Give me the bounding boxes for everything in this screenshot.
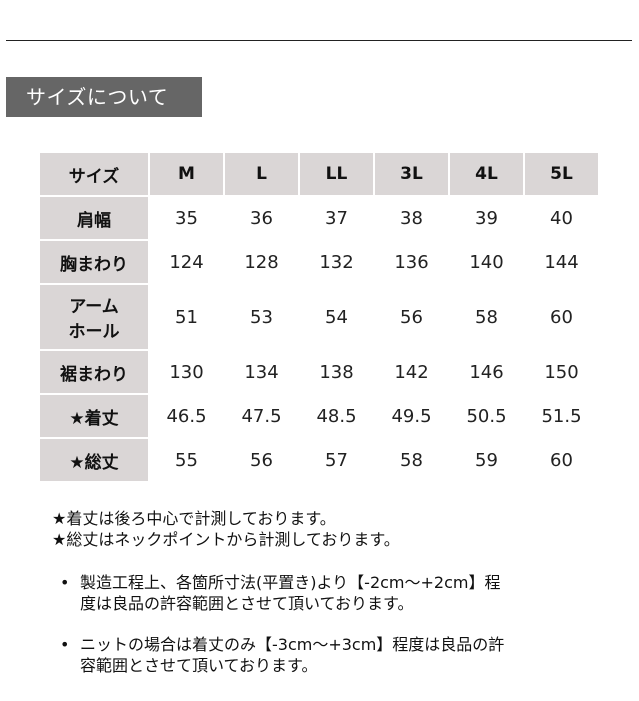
table-row: 裾まわり 130 134 138 142 146 150 bbox=[40, 351, 598, 393]
table-row: ★着丈 46.5 47.5 48.5 49.5 50.5 51.5 bbox=[40, 395, 598, 437]
table-cell: 136 bbox=[375, 241, 448, 283]
row-label: 肩幅 bbox=[40, 197, 148, 239]
measurement-notes: ★着丈は後ろ中心で計測しております。 ★総丈はネックポイントから計測しております… bbox=[52, 508, 400, 550]
table-cell: 46.5 bbox=[150, 395, 223, 437]
size-table: サイズ M L LL 3L 4L 5L 肩幅 35 36 37 38 39 40… bbox=[38, 151, 600, 483]
row-label: 胸まわり bbox=[40, 241, 148, 283]
note-line: ★総丈はネックポイントから計測しております。 bbox=[52, 530, 400, 549]
table-cell: 49.5 bbox=[375, 395, 448, 437]
table-header-row: サイズ M L LL 3L 4L 5L bbox=[40, 153, 598, 195]
row-label: 裾まわり bbox=[40, 351, 148, 393]
table-cell: 142 bbox=[375, 351, 448, 393]
bullet-icon: • bbox=[60, 635, 70, 654]
table-cell: 55 bbox=[150, 439, 223, 481]
bullet-icon: • bbox=[60, 573, 70, 592]
row-label: アーム ホール bbox=[40, 285, 148, 349]
table-cell: 58 bbox=[450, 285, 523, 349]
bullet-item: • 製造工程上、各箇所寸法(平置き)より【-2cm～+2cm】程 度は良品の許容範… bbox=[60, 572, 600, 614]
table-cell: 48.5 bbox=[300, 395, 373, 437]
header-cell: 3L bbox=[375, 153, 448, 195]
table-cell: 138 bbox=[300, 351, 373, 393]
header-cell: M bbox=[150, 153, 223, 195]
table-cell: 150 bbox=[525, 351, 598, 393]
divider bbox=[6, 40, 632, 41]
table-cell: 57 bbox=[300, 439, 373, 481]
table-cell: 36 bbox=[225, 197, 298, 239]
table-cell: 128 bbox=[225, 241, 298, 283]
table-cell: 58 bbox=[375, 439, 448, 481]
table-cell: 60 bbox=[525, 285, 598, 349]
table-cell: 56 bbox=[375, 285, 448, 349]
table-row: アームホール 51 53 54 56 58 60 bbox=[40, 285, 598, 349]
table-cell: 130 bbox=[150, 351, 223, 393]
bullet-item: • ニットの場合は着丈のみ【-3cm～+3cm】程度は良品の許 容範囲とさせて頂い… bbox=[60, 634, 600, 676]
bullet-line: 容範囲とさせて頂いております。 bbox=[80, 656, 318, 675]
table-cell: 51.5 bbox=[525, 395, 598, 437]
header-cell: 5L bbox=[525, 153, 598, 195]
table-cell: 37 bbox=[300, 197, 373, 239]
section-title: サイズについて bbox=[6, 77, 202, 117]
bullet-line: 製造工程上、各箇所寸法(平置き)より【-2cm～+2cm】程 bbox=[80, 573, 501, 592]
table-cell: 56 bbox=[225, 439, 298, 481]
header-cell: 4L bbox=[450, 153, 523, 195]
bullet-line: ニットの場合は着丈のみ【-3cm～+3cm】程度は良品の許 bbox=[80, 635, 505, 654]
table-cell: 35 bbox=[150, 197, 223, 239]
row-label-line: アーム bbox=[69, 297, 119, 317]
table-cell: 54 bbox=[300, 285, 373, 349]
table-cell: 47.5 bbox=[225, 395, 298, 437]
table-cell: 39 bbox=[450, 197, 523, 239]
table-row: ★総丈 55 56 57 58 59 60 bbox=[40, 439, 598, 481]
table-cell: 140 bbox=[450, 241, 523, 283]
table-cell: 38 bbox=[375, 197, 448, 239]
table-cell: 146 bbox=[450, 351, 523, 393]
table-cell: 144 bbox=[525, 241, 598, 283]
table-cell: 124 bbox=[150, 241, 223, 283]
header-cell: サイズ bbox=[40, 153, 148, 195]
table-cell: 50.5 bbox=[450, 395, 523, 437]
header-cell: LL bbox=[300, 153, 373, 195]
table-cell: 53 bbox=[225, 285, 298, 349]
table-cell: 132 bbox=[300, 241, 373, 283]
table-cell: 40 bbox=[525, 197, 598, 239]
row-label-line: ホール bbox=[68, 322, 120, 342]
table-cell: 134 bbox=[225, 351, 298, 393]
note-line: ★着丈は後ろ中心で計測しております。 bbox=[52, 509, 336, 528]
header-cell: L bbox=[225, 153, 298, 195]
table-cell: 51 bbox=[150, 285, 223, 349]
table-row: 胸まわり 124 128 132 136 140 144 bbox=[40, 241, 598, 283]
bullet-line: 度は良品の許容範囲とさせて頂いております。 bbox=[80, 594, 414, 613]
row-label: ★総丈 bbox=[40, 439, 148, 481]
table-cell: 60 bbox=[525, 439, 598, 481]
row-label: ★着丈 bbox=[40, 395, 148, 437]
table-cell: 59 bbox=[450, 439, 523, 481]
table-row: 肩幅 35 36 37 38 39 40 bbox=[40, 197, 598, 239]
